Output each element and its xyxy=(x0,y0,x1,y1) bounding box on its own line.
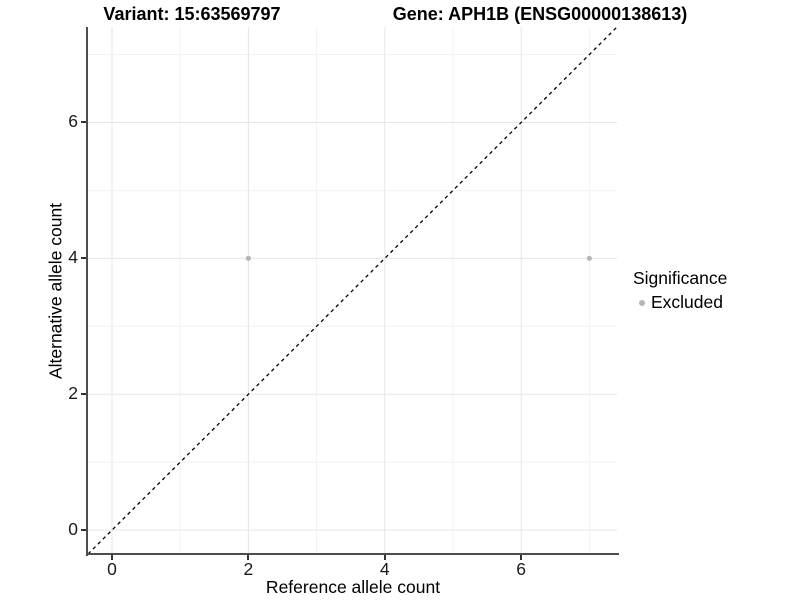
x-tick-label: 0 xyxy=(107,559,117,579)
legend-point-icon xyxy=(639,299,645,306)
x-tick-mark xyxy=(520,555,523,560)
x-tick-label: 4 xyxy=(379,559,390,579)
y-tick-label: 0 xyxy=(68,519,78,540)
x-tick-mark xyxy=(111,555,113,560)
y-tick-label: 6 xyxy=(68,111,78,132)
y-tick-label: 2 xyxy=(68,383,78,404)
x-tick-mark xyxy=(247,555,250,560)
legend: Significance Excluded xyxy=(633,268,727,313)
y-tick-mark xyxy=(81,529,86,532)
y-tick-mark xyxy=(81,121,86,124)
plot-panel xyxy=(88,27,617,554)
x-tick-mark xyxy=(383,555,386,560)
data-point xyxy=(586,255,592,261)
x-tick-label: 6 xyxy=(516,559,527,579)
legend-item: Excluded xyxy=(633,292,727,313)
y-tick-mark xyxy=(81,257,86,260)
x-axis-line xyxy=(86,553,619,555)
plot-canvas xyxy=(88,27,617,554)
y-tick-mark xyxy=(81,393,86,396)
legend-key xyxy=(633,299,651,306)
legend-label: Excluded xyxy=(651,292,723,312)
identity-reference-line xyxy=(88,27,617,554)
x-tick-label: 2 xyxy=(243,559,254,579)
x-axis-title: Reference allele count xyxy=(265,577,441,597)
plot-title-variant: Variant: 15:63569797 xyxy=(103,4,281,24)
y-tick-label: 4 xyxy=(68,247,78,268)
y-axis-line xyxy=(86,27,88,556)
y-axis-title: Alternative allele count xyxy=(45,202,66,380)
data-point xyxy=(245,255,251,261)
plot-title-gene: Gene: APH1B (ENSG00000138613) xyxy=(392,4,688,24)
legend-title: Significance xyxy=(633,268,728,288)
legend-items: Excluded xyxy=(633,292,727,313)
